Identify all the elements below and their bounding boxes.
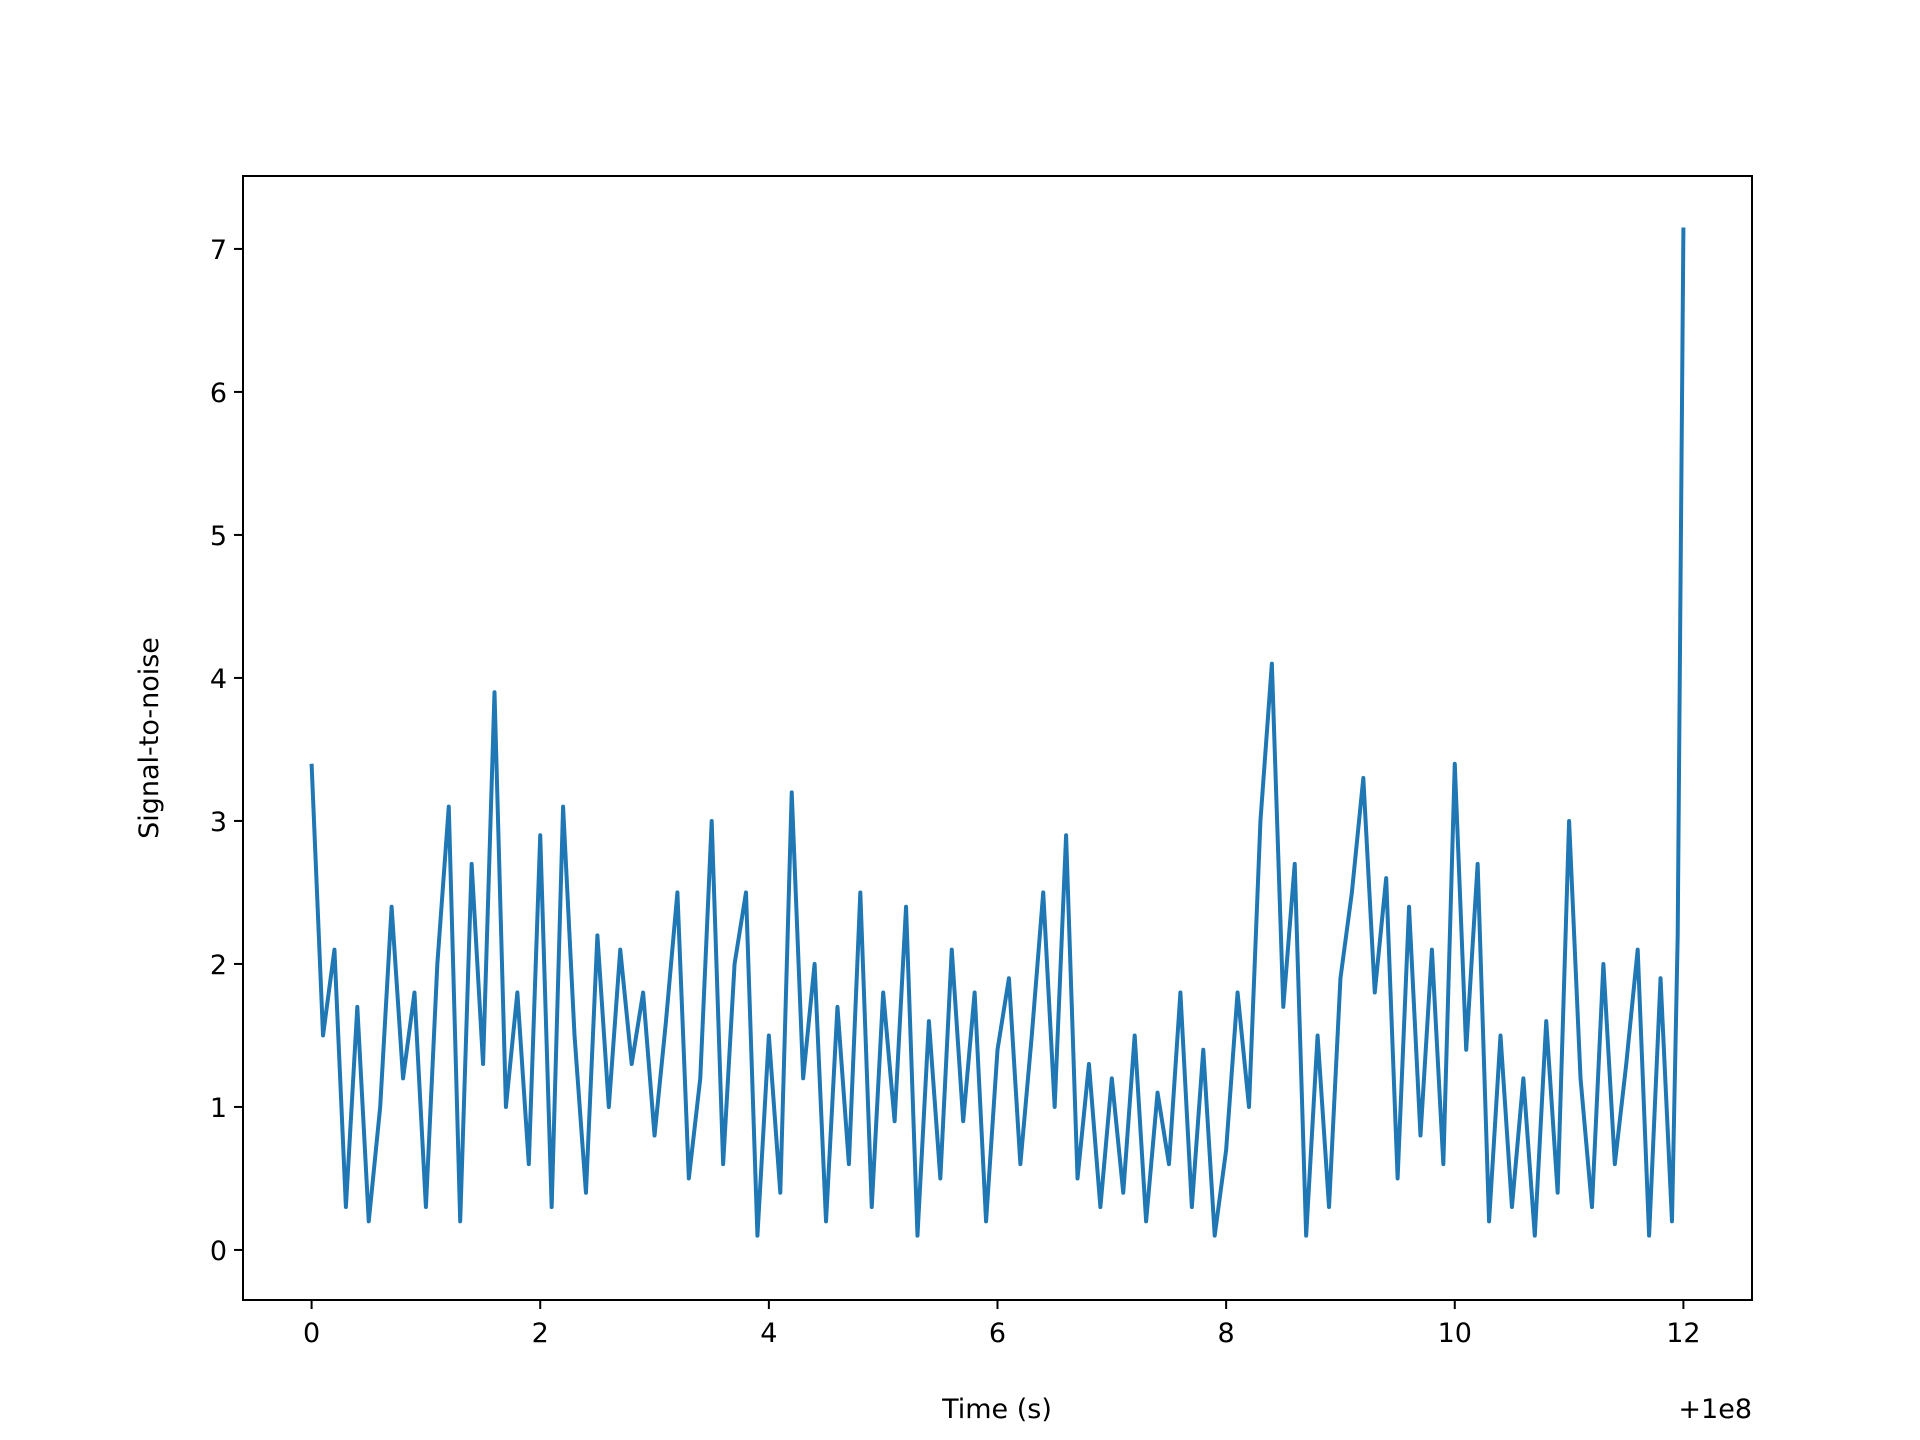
x-tick-label: 10 (1438, 1318, 1472, 1349)
y-tick-label: 1 (210, 1093, 227, 1124)
x-tick-label: 2 (532, 1318, 549, 1349)
x-axis-label: Time (s) (941, 1394, 1052, 1425)
y-tick-label: 5 (210, 521, 227, 552)
y-tick-label: 0 (210, 1236, 227, 1267)
x-tick-label: 8 (1218, 1318, 1235, 1349)
y-axis-label: Signal-to-noise (134, 637, 165, 839)
x-tick-label: 12 (1666, 1318, 1700, 1349)
y-tick-label: 3 (210, 807, 227, 838)
y-tick-label: 6 (210, 378, 227, 409)
series-line (309, 227, 1686, 1238)
x-tick-label: 4 (760, 1318, 777, 1349)
x-tick-label: 0 (303, 1318, 320, 1349)
x-offset-label: +1e8 (1678, 1394, 1752, 1425)
x-tick-label: 6 (989, 1318, 1006, 1349)
y-tick-label: 7 (210, 235, 227, 266)
y-tick-label: 4 (210, 664, 227, 695)
y-tick-label: 2 (210, 950, 227, 981)
plot-frame (242, 175, 1753, 1301)
